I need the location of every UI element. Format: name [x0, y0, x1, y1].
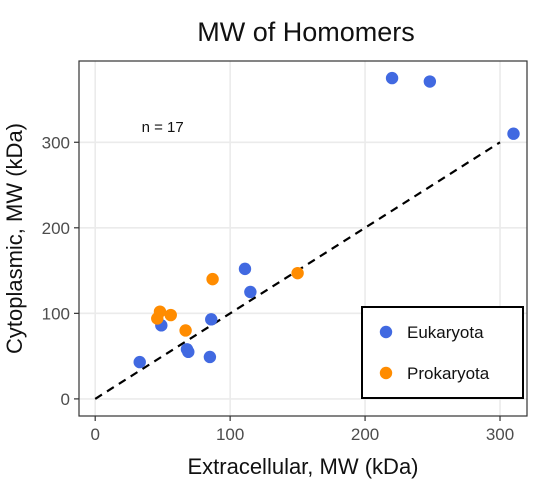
legend-label-eukaryota: Eukaryota	[407, 323, 484, 342]
chart-title: MW of Homomers	[197, 17, 415, 47]
x-tick-label: 0	[90, 425, 99, 444]
y-tick-label: 100	[42, 304, 70, 323]
plot-panel	[78, 60, 528, 417]
point-prokaryota	[164, 308, 177, 322]
axis-ticks: 0 100 200 300 0 100 200 300	[42, 133, 515, 444]
x-axis-label: Extracellular, MW (kDa)	[187, 454, 418, 479]
point-eukaryota	[238, 262, 252, 276]
point-eukaryota	[385, 71, 399, 85]
legend-label-prokaryota: Prokaryota	[407, 364, 490, 383]
y-tick-label: 200	[42, 219, 70, 238]
legend-key-eukaryota	[379, 325, 393, 339]
y-axis-label: Cytoplasmic, MW (kDa)	[2, 123, 27, 354]
points-layer	[133, 71, 520, 369]
point-eukaryota	[423, 75, 437, 88]
x-tick-label: 100	[216, 425, 244, 444]
x-tick-label: 200	[351, 425, 379, 444]
grid	[79, 61, 527, 416]
point-eukaryota	[244, 285, 257, 299]
sample-size-annotation: n = 17	[142, 119, 184, 136]
legend: Eukaryota Prokaryota	[361, 306, 524, 399]
y-tick-label: 300	[42, 133, 70, 152]
point-prokaryota	[206, 272, 219, 286]
x-tick-label: 300	[486, 425, 514, 444]
legend-key-prokaryota	[379, 366, 393, 380]
point-prokaryota	[179, 324, 192, 337]
point-eukaryota	[507, 127, 520, 140]
point-prokaryota	[291, 266, 304, 280]
point-eukaryota	[133, 355, 146, 369]
point-eukaryota	[205, 313, 218, 326]
y-tick-label: 0	[61, 390, 70, 409]
legend-box	[361, 306, 524, 399]
point-prokaryota	[151, 312, 164, 325]
point-eukaryota	[203, 350, 217, 364]
point-eukaryota	[182, 345, 195, 359]
